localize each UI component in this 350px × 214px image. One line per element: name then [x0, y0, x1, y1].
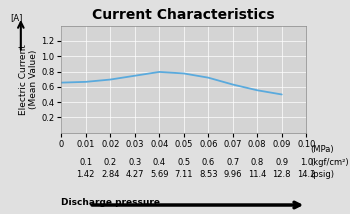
Text: (kgf/cm²): (kgf/cm²)	[310, 158, 349, 167]
Text: 14.2: 14.2	[297, 170, 315, 179]
Text: 0.5: 0.5	[177, 158, 190, 167]
Text: 0.2: 0.2	[104, 158, 117, 167]
Text: 7.11: 7.11	[175, 170, 193, 179]
Text: 0.3: 0.3	[128, 158, 141, 167]
Text: (psig): (psig)	[310, 170, 334, 179]
Text: 0.1: 0.1	[79, 158, 92, 167]
Title: Current Characteristics: Current Characteristics	[92, 8, 275, 22]
Text: 1.0: 1.0	[300, 158, 313, 167]
Text: 1.42: 1.42	[77, 170, 95, 179]
Text: 0.7: 0.7	[226, 158, 239, 167]
Y-axis label: Electric Current
(Mean Value): Electric Current (Mean Value)	[19, 44, 38, 115]
Text: 0.9: 0.9	[275, 158, 288, 167]
Text: 4.27: 4.27	[126, 170, 144, 179]
Text: Discharge pressure: Discharge pressure	[61, 198, 160, 207]
Text: 0.6: 0.6	[202, 158, 215, 167]
Text: 0.4: 0.4	[153, 158, 166, 167]
Text: [A]: [A]	[10, 13, 23, 22]
Text: (MPa): (MPa)	[310, 145, 334, 154]
Text: 11.4: 11.4	[248, 170, 266, 179]
Text: 9.96: 9.96	[224, 170, 242, 179]
Text: 0.8: 0.8	[251, 158, 264, 167]
Text: 8.53: 8.53	[199, 170, 218, 179]
Text: 2.84: 2.84	[101, 170, 119, 179]
Text: 12.8: 12.8	[273, 170, 291, 179]
Text: 5.69: 5.69	[150, 170, 168, 179]
